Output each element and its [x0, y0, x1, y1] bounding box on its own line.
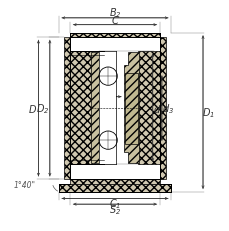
Polygon shape [70, 179, 159, 184]
Text: $D_2$: $D_2$ [36, 102, 49, 116]
Text: $D$: $D$ [28, 103, 37, 115]
Polygon shape [125, 73, 137, 144]
Text: $d_3$: $d_3$ [161, 102, 173, 116]
Polygon shape [70, 33, 159, 38]
Bar [98, 52, 116, 164]
Circle shape [98, 68, 117, 86]
Circle shape [98, 131, 117, 150]
Text: $d$: $d$ [153, 102, 161, 114]
Text: $B_2$: $B_2$ [108, 6, 121, 20]
Text: $C_1$: $C_1$ [108, 196, 121, 210]
Text: $C$: $C$ [110, 14, 119, 26]
Text: 1°40": 1°40" [14, 180, 35, 189]
Polygon shape [91, 53, 105, 163]
Polygon shape [63, 38, 92, 179]
Polygon shape [124, 53, 138, 163]
Polygon shape [137, 38, 166, 179]
Text: $D_1$: $D_1$ [201, 106, 214, 119]
Text: $B_1$: $B_1$ [101, 86, 113, 100]
Text: $S_2$: $S_2$ [109, 202, 120, 216]
Polygon shape [59, 184, 170, 192]
